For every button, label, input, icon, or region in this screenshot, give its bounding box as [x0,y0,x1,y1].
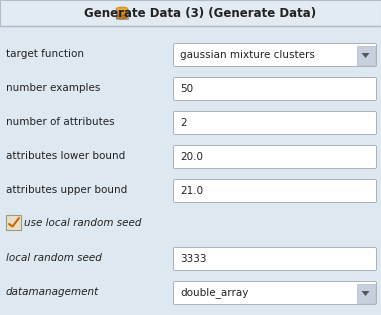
FancyBboxPatch shape [173,112,376,135]
Text: attributes upper bound: attributes upper bound [6,185,127,195]
Text: 3333: 3333 [180,254,207,264]
Text: 50: 50 [180,84,193,94]
Text: datamanagement: datamanagement [6,287,99,297]
FancyBboxPatch shape [173,146,376,169]
FancyBboxPatch shape [6,215,21,230]
FancyBboxPatch shape [173,282,376,305]
Text: number of attributes: number of attributes [6,117,115,127]
FancyBboxPatch shape [173,77,376,100]
Polygon shape [362,291,370,296]
Text: local random seed: local random seed [6,253,102,263]
Text: 21.0: 21.0 [180,186,203,196]
FancyBboxPatch shape [173,248,376,271]
Text: use local random seed: use local random seed [24,218,141,228]
Text: target function: target function [6,49,84,59]
Bar [116,9,128,19]
Text: 2: 2 [180,118,187,128]
Text: gaussian mixture clusters: gaussian mixture clusters [180,50,315,60]
Text: double_array: double_array [180,288,248,298]
Text: attributes lower bound: attributes lower bound [6,151,125,161]
Ellipse shape [116,15,128,19]
Polygon shape [362,53,370,58]
Ellipse shape [116,11,128,15]
Text: Generate Data (3) (Generate Data): Generate Data (3) (Generate Data) [84,8,316,20]
Ellipse shape [116,7,128,11]
Text: number examples: number examples [6,83,100,93]
FancyBboxPatch shape [357,284,375,302]
FancyBboxPatch shape [357,45,375,65]
FancyBboxPatch shape [173,43,376,66]
Text: 20.0: 20.0 [180,152,203,162]
FancyBboxPatch shape [0,0,381,26]
FancyBboxPatch shape [173,180,376,203]
